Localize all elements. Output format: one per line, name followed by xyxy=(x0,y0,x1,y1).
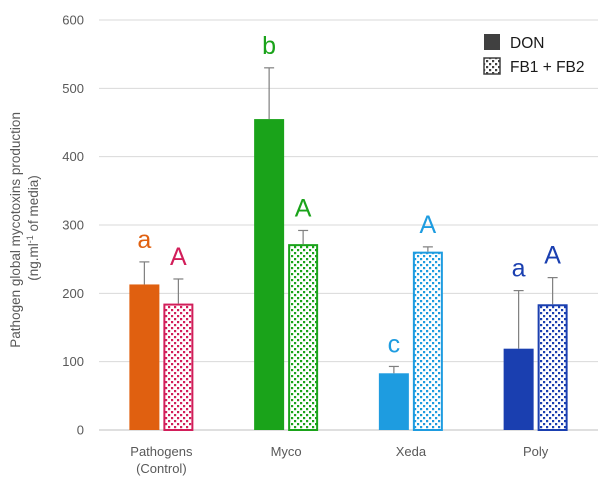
y-tick-label: 100 xyxy=(62,354,84,369)
bar-fb xyxy=(537,304,568,431)
legend-swatch-fb xyxy=(483,57,501,75)
x-category-label-line2: (Control) xyxy=(136,461,187,476)
legend-swatch-don xyxy=(484,34,500,50)
bar-fb xyxy=(163,303,194,432)
sig-letter-fb: A xyxy=(170,243,187,271)
y-tick-label: 600 xyxy=(62,13,84,28)
sig-letter-don: a xyxy=(512,255,526,283)
x-category-label: Myco xyxy=(271,444,302,459)
sig-letter-don: c xyxy=(388,330,401,358)
bar-fb xyxy=(412,251,443,431)
y-axis-title-line1: Pathogen global mycotoxins production xyxy=(8,112,23,348)
legend: DON FB1 + FB2 xyxy=(483,34,585,76)
y-axis-title-line2-pre: (ng.ml xyxy=(26,243,41,281)
x-category-label: Pathogens xyxy=(130,444,193,459)
legend-label-fb: FB1 + FB2 xyxy=(510,59,585,76)
y-tick-label: 400 xyxy=(62,149,84,164)
y-axis-title-line2-sup: -1 xyxy=(25,235,35,243)
sig-letter-fb: A xyxy=(295,194,312,222)
legend-label-don: DON xyxy=(510,35,544,52)
x-category-label: Poly xyxy=(523,444,549,459)
error-bars xyxy=(139,67,558,374)
y-axis-title: Pathogen global mycotoxins production (n… xyxy=(8,108,41,347)
bar-don xyxy=(254,119,285,430)
sig-letter-fb: A xyxy=(420,211,437,239)
bar-don xyxy=(378,373,409,430)
y-tick-label: 500 xyxy=(62,81,84,96)
y-axis-title-line2-post: of media) xyxy=(26,175,41,235)
sig-letter-don: b xyxy=(262,32,276,60)
bar-fb xyxy=(288,244,319,431)
bar-don xyxy=(129,284,160,430)
bars xyxy=(129,119,568,432)
y-tick-label: 0 xyxy=(77,423,84,438)
y-tick-label: 300 xyxy=(62,218,84,233)
sig-letter-don: a xyxy=(137,226,151,254)
x-category-labels: Pathogens (Control) Myco Xeda Poly xyxy=(130,444,548,476)
y-tick-labels: 0 100 200 300 400 500 600 xyxy=(62,13,84,438)
sig-letter-fb: A xyxy=(544,242,561,270)
bar-don xyxy=(503,348,534,430)
y-tick-label: 200 xyxy=(62,286,84,301)
x-category-label: Xeda xyxy=(396,444,427,459)
